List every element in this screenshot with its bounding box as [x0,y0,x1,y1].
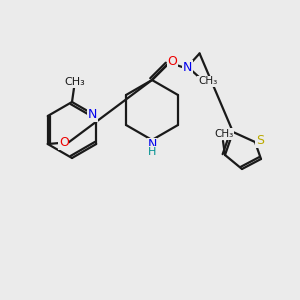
Text: H: H [148,147,156,157]
Text: O: O [59,136,69,149]
Text: CH₃: CH₃ [64,77,86,87]
Text: CH₃: CH₃ [198,76,217,86]
Text: O: O [168,55,178,68]
Text: N: N [147,139,157,152]
Text: S: S [256,134,264,148]
Text: CH₃: CH₃ [214,129,234,139]
Text: N: N [183,61,192,74]
Text: N: N [88,109,97,122]
